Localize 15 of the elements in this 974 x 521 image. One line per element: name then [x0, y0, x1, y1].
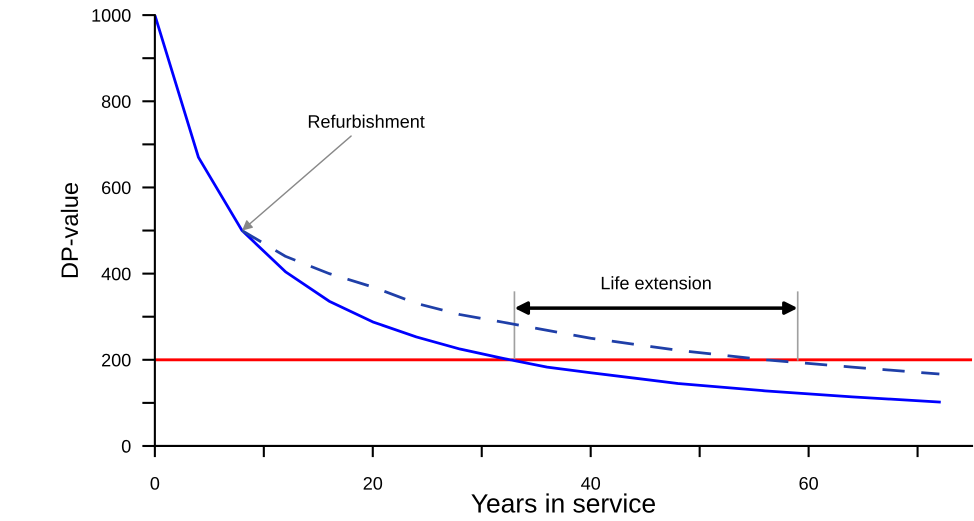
x-tick-label: 40: [581, 477, 600, 490]
annotation: Refurbishment: [308, 114, 425, 128]
y-tick-label: 0: [122, 440, 131, 453]
y-tick-label: 200: [102, 354, 131, 367]
x-axis-title: Years in service: [471, 493, 655, 513]
x-tick-label: 0: [150, 477, 160, 490]
annotation: Life extension: [602, 276, 711, 290]
y-tick-label: 400: [102, 268, 131, 280]
y-tick-label: 800: [102, 95, 131, 108]
y-tick-label: 1000: [92, 9, 131, 22]
y-tick-label: 600: [102, 181, 131, 194]
x-tick-label: 20: [364, 477, 382, 490]
y-axis-title: DP-value: [60, 183, 78, 278]
line-series: [154, 15, 941, 404]
x-tick-label: 60: [799, 477, 818, 490]
